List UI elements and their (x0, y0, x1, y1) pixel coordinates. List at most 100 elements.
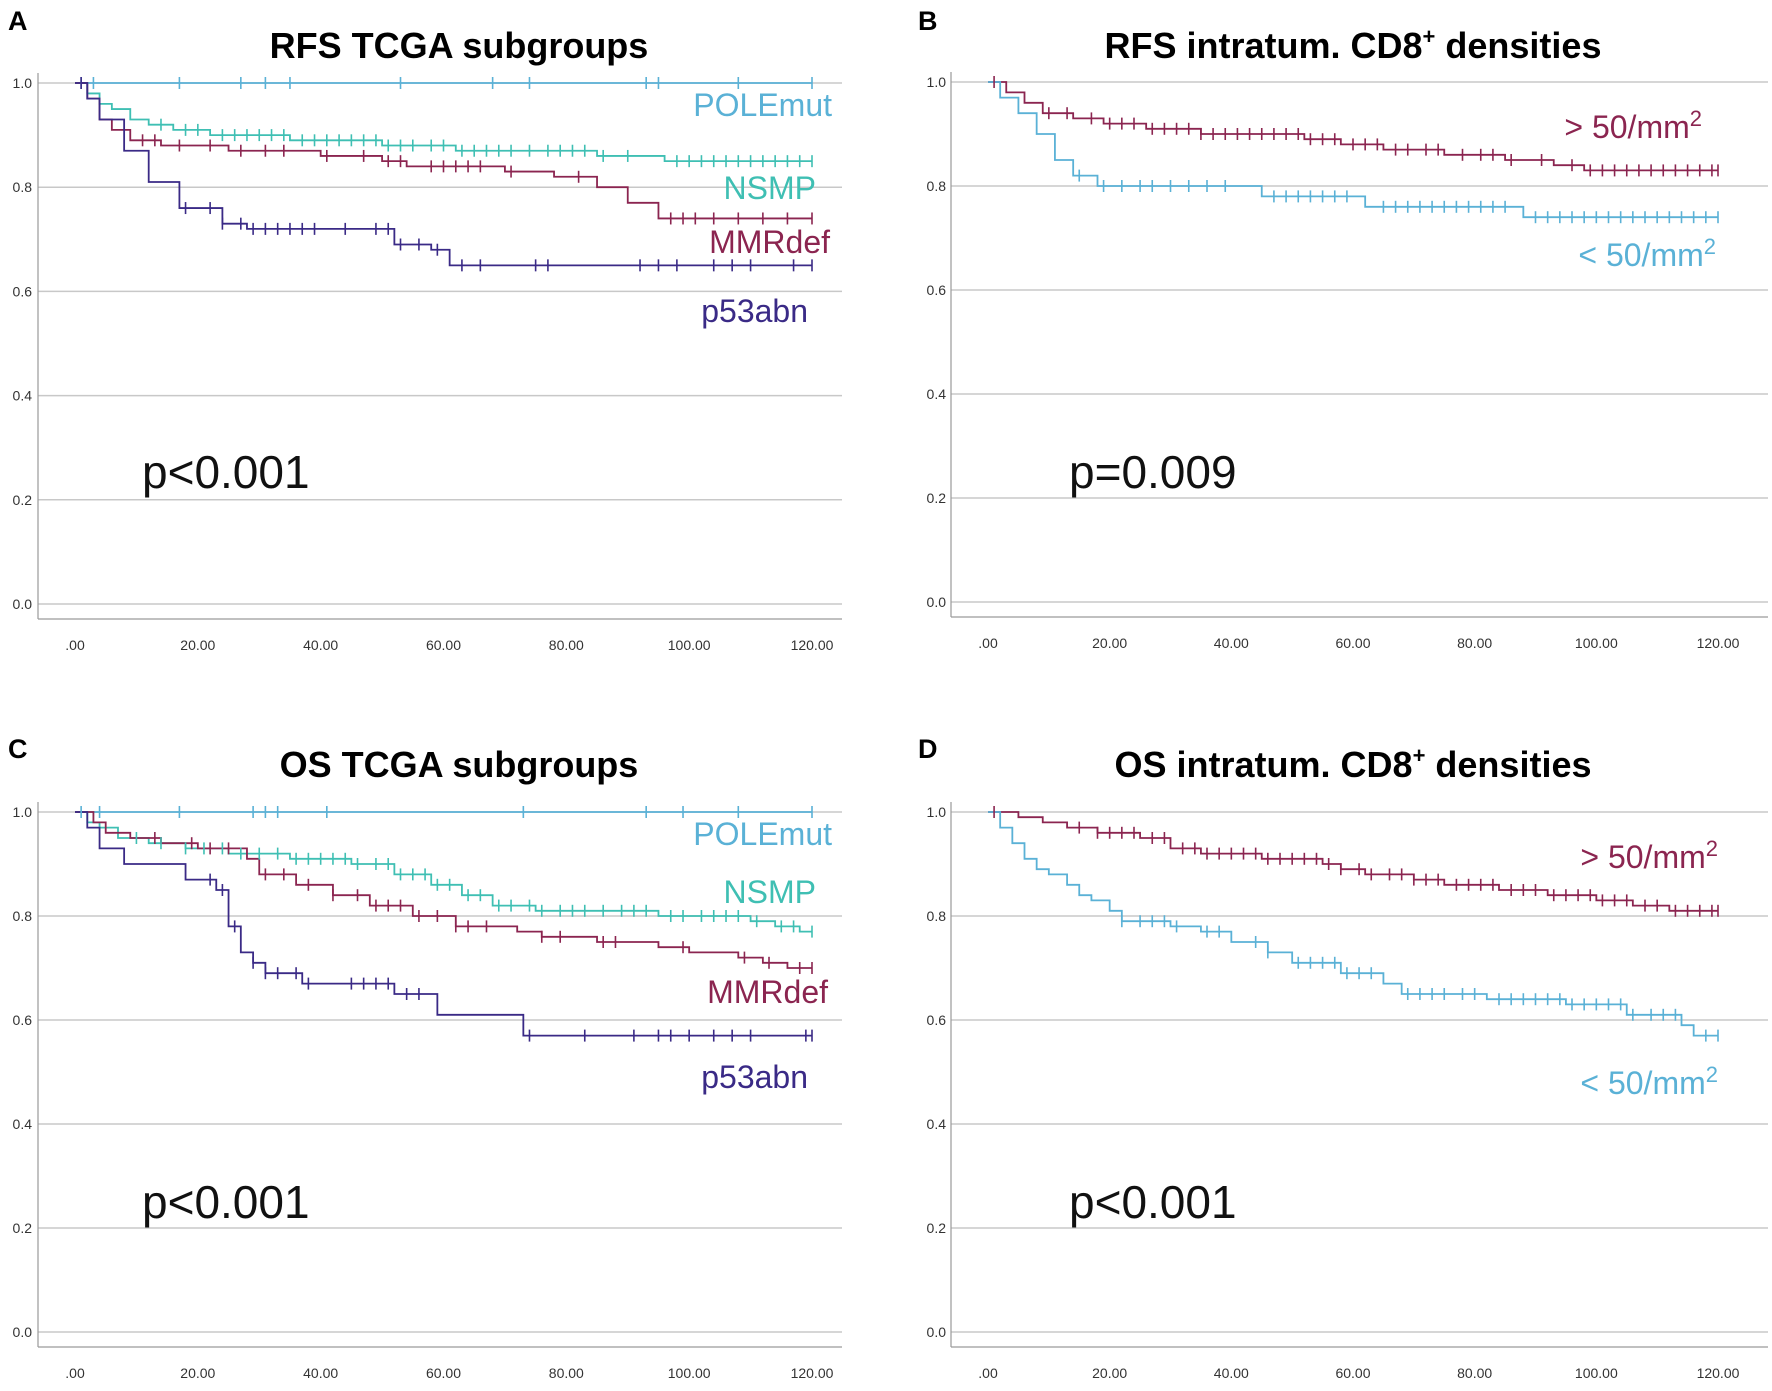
panel-b-x-tick-label-4: 80.00 (1457, 635, 1492, 651)
panel-d-x-tick-label-2: 40.00 (1214, 1365, 1249, 1381)
panel-d-x-tick-label-5: 100.00 (1575, 1365, 1618, 1381)
panel-d-axes (950, 802, 1768, 1348)
panel-a-y-tick-label-1: 0.2 (13, 492, 33, 508)
panel-b-label-low: < 50/mm2 (1578, 234, 1716, 273)
panel-a-y-tick-label-3: 0.6 (13, 283, 33, 299)
panel-b-p-value: p=0.009 (1069, 446, 1237, 498)
panel-d-curves (988, 811, 1718, 1037)
panel-c-y-tick-label-1: 0.2 (13, 1220, 33, 1236)
panel-b-label-high: > 50/mm2 (1564, 106, 1702, 145)
panel-d-y-tick-label-3: 0.6 (927, 1012, 947, 1028)
panel-b-label-high-sup: 2 (1690, 106, 1702, 131)
panel-a-label-p53abn: p53abn (701, 293, 808, 329)
panel-a-ticks: 0.0 0.2 0.4 0.6 0.8 1.0 .00 20.00 40.00 60.00 80.0… (13, 75, 834, 653)
panel-a-axes (37, 73, 842, 620)
panel-b-ticks: 0.0 0.2 0.4 0.6 0.8 1.0 .00 20.00 40.00 60.00 80.0… (927, 74, 1740, 651)
panel-b-title-main: RFS intratum. CD8 (1105, 25, 1423, 66)
panel-a-censor-marks (80, 77, 813, 272)
panel-c-y-tick-label-3: 0.6 (13, 1012, 33, 1028)
panel-letter-d: D (918, 734, 938, 764)
panel-b-x-tick-label-2: 40.00 (1214, 635, 1249, 651)
panel-d-title-end: densities (1425, 744, 1591, 785)
panel-c-x-tick-label-5: 100.00 (668, 1365, 711, 1381)
panel-a-y-tick-label-5: 1.0 (13, 75, 33, 91)
panel-b: B RFS intratum. CD8+ densities 0.0 0.2 0.4… (918, 6, 1768, 651)
panel-b-censor-marks (993, 76, 1719, 224)
panel-c-label-polemut: POLEmut (693, 816, 832, 852)
panel-b-y-tick-label-2: 0.4 (927, 386, 947, 402)
panel-c-p-value: p<0.001 (142, 1176, 310, 1228)
panel-b-curve-1 (988, 81, 1718, 219)
panel-c-y-tick-label-5: 1.0 (13, 804, 33, 820)
panel-a-title: RFS TCGA subgroups (270, 25, 649, 66)
panel-c-y-tick-label-4: 0.8 (13, 908, 33, 924)
panel-c-title: OS TCGA subgroups (280, 744, 639, 785)
panel-a: A RFS TCGA subgroups 0.0 0.2 0.4 0.6 0.8 1.0.… (8, 6, 842, 653)
panel-d-x-tick-label-6: 120.00 (1697, 1365, 1740, 1381)
panel-b-curve-0 (988, 81, 1718, 172)
panel-c-ticks: 0.0 0.2 0.4 0.6 0.8 1.0 .00 20.00 40.00 60.00 80.0… (13, 804, 834, 1381)
panel-d-x-tick-label-0: .00 (978, 1365, 998, 1381)
panel-c-x-tick-label-2: 40.00 (303, 1365, 338, 1381)
panel-d-x-tick-label-1: 20.00 (1092, 1365, 1127, 1381)
panel-d-label-high: > 50/mm2 (1580, 836, 1718, 875)
panel-d-x-tick-label-3: 60.00 (1335, 1365, 1370, 1381)
panel-c-y-tick-label-2: 0.4 (13, 1116, 33, 1132)
panel-d-grid (951, 811, 1768, 1333)
panel-d-curve-1 (988, 811, 1718, 1037)
panel-a-y-tick-label-0: 0.0 (13, 596, 33, 612)
panel-a-x-tick-label-4: 80.00 (549, 637, 584, 653)
panel-a-curve-3 (75, 82, 812, 267)
panel-b-label-high-text: > 50/mm (1564, 109, 1689, 145)
panel-d-ticks: 0.0 0.2 0.4 0.6 0.8 1.0 .00 20.00 40.00 60.00 80.0… (927, 804, 1740, 1381)
panel-d-title-sup: + (1413, 743, 1426, 768)
panel-b-y-tick-label-1: 0.2 (927, 490, 947, 506)
panel-b-y-tick-label-0: 0.0 (927, 594, 947, 610)
panel-a-x-tick-label-0: .00 (65, 637, 85, 653)
panel-b-x-tick-label-1: 20.00 (1092, 635, 1127, 651)
panel-b-grid (951, 81, 1768, 603)
panel-d-label-low-text: < 50/mm (1580, 1065, 1705, 1101)
panel-d-y-tick-label-5: 1.0 (927, 804, 947, 820)
panel-a-y-tick-label-4: 0.8 (13, 179, 33, 195)
panel-a-curves (75, 82, 812, 267)
panel-c-axes (37, 802, 842, 1348)
panel-a-label-mmrdef: MMRdef (709, 224, 830, 260)
panel-d-title-main: OS intratum. CD8 (1115, 744, 1413, 785)
panel-c-x-tick-label-3: 60.00 (426, 1365, 461, 1381)
panel-b-y-tick-label-5: 1.0 (927, 74, 947, 90)
panel-d-label-high-text: > 50/mm (1580, 839, 1705, 875)
panel-b-curves (988, 81, 1718, 219)
panel-d-label-low: < 50/mm2 (1580, 1062, 1718, 1101)
panel-d-y-tick-label-0: 0.0 (927, 1324, 947, 1340)
panel-a-x-tick-label-2: 40.00 (303, 637, 338, 653)
panel-b-title: RFS intratum. CD8+ densities (1105, 24, 1602, 66)
panel-c-x-tick-label-0: .00 (65, 1365, 85, 1381)
panel-b-label-low-text: < 50/mm (1578, 237, 1703, 273)
panel-c-curves (75, 811, 812, 1037)
panel-d-curve-0 (988, 811, 1718, 912)
panel-letter-c: C (8, 734, 28, 764)
panel-c-censor-marks (80, 806, 813, 1042)
panel-a-x-tick-label-5: 100.00 (668, 637, 711, 653)
panel-c-curve-1 (75, 811, 812, 933)
panel-d-censor-marks (993, 806, 1719, 1042)
panel-b-x-tick-label-3: 60.00 (1335, 635, 1370, 651)
panel-d-y-tick-label-2: 0.4 (927, 1116, 947, 1132)
panel-a-label-nsmp: NSMP (724, 170, 816, 206)
panel-a-x-tick-label-6: 120.00 (791, 637, 834, 653)
panel-d-y-tick-label-1: 0.2 (927, 1220, 947, 1236)
panel-d-title: OS intratum. CD8+ densities (1115, 743, 1592, 785)
panel-b-x-tick-label-6: 120.00 (1697, 635, 1740, 651)
panel-d-p-value: p<0.001 (1069, 1176, 1237, 1228)
panel-b-x-tick-label-0: .00 (978, 635, 998, 651)
panel-c-x-tick-label-4: 80.00 (549, 1365, 584, 1381)
panel-a-curve-1 (75, 82, 812, 163)
panel-a-y-tick-label-2: 0.4 (13, 388, 33, 404)
panel-c-y-tick-label-0: 0.0 (13, 1324, 33, 1340)
panel-b-title-sup: + (1423, 24, 1436, 49)
panel-c-label-p53abn: p53abn (701, 1059, 808, 1095)
panel-a-p-value: p<0.001 (142, 446, 310, 498)
